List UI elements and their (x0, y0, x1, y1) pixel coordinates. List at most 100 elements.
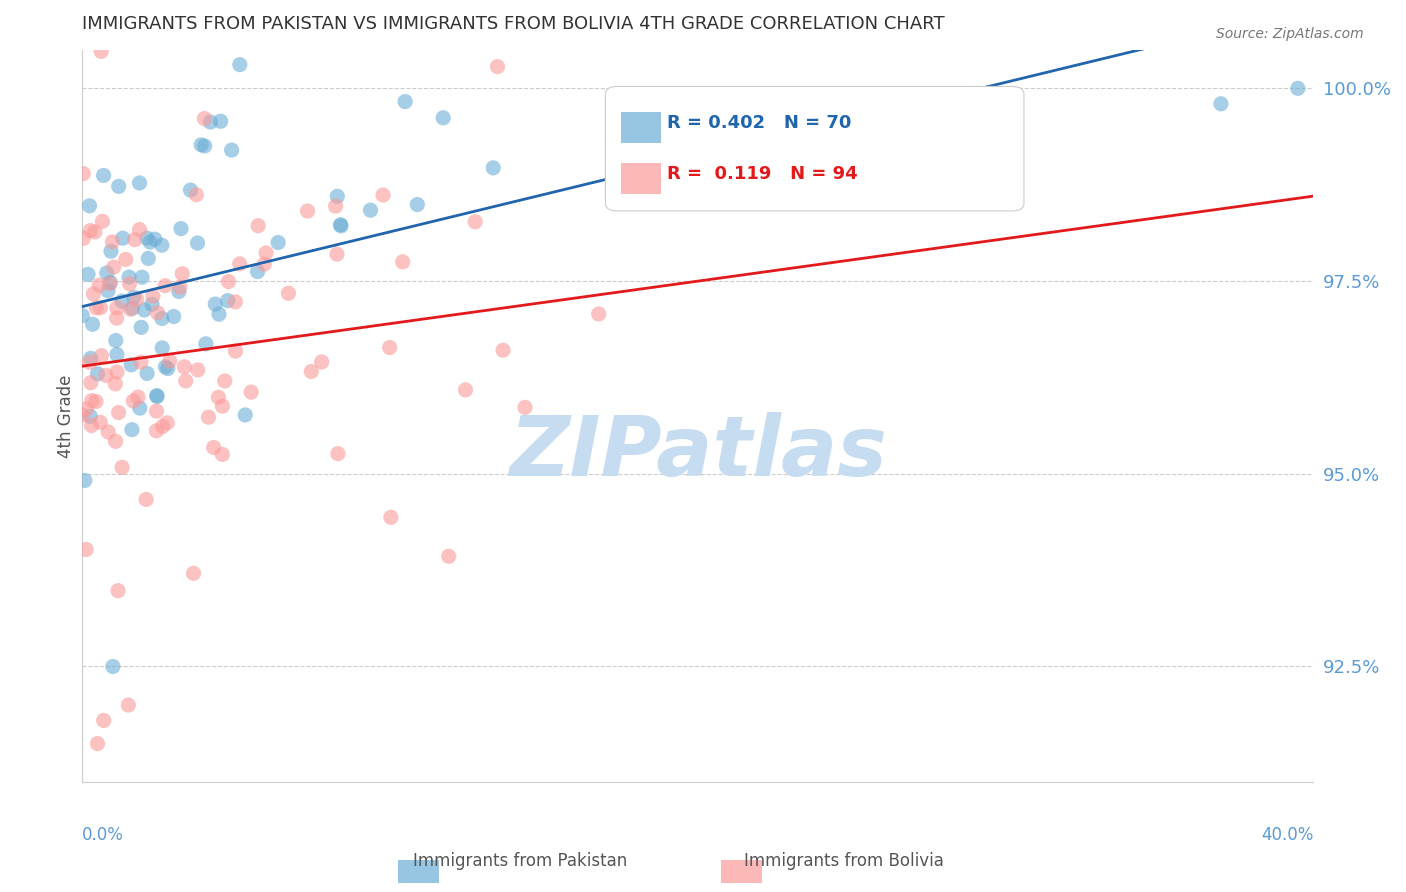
Point (122, 394, 145, 409)
Point (79, 224, 101, 238)
Point (105, 347, 128, 361)
Point (118, 270, 141, 285)
Point (90, 349, 112, 363)
Point (77, 268, 100, 282)
Point (128, 401, 150, 416)
Point (211, 447, 233, 461)
Point (136, 252, 159, 266)
Point (170, 221, 193, 235)
Point (100, 244, 122, 259)
Point (84, 225, 107, 239)
Point (454, 383, 477, 397)
Point (80, 376, 103, 390)
Point (325, 199, 347, 213)
Point (224, 344, 246, 359)
Point (98, 276, 121, 290)
Point (240, 385, 263, 400)
Point (330, 219, 353, 233)
Point (72, 231, 94, 245)
Point (277, 286, 299, 301)
Point (482, 161, 505, 175)
Point (97, 425, 120, 439)
Point (217, 293, 239, 308)
Point (73, 474, 96, 488)
Point (208, 307, 231, 321)
Point (128, 222, 150, 236)
Point (180, 183, 202, 197)
Point (139, 235, 162, 249)
Point (86, 301, 108, 315)
Point (153, 278, 176, 293)
Point (194, 336, 217, 351)
Point (229, 257, 252, 271)
Point (194, 139, 217, 153)
Point (299, 365, 322, 379)
Point (101, 659, 124, 673)
Point (80, 418, 103, 433)
Point (1209, 96, 1232, 111)
Point (378, 341, 401, 355)
Point (156, 416, 179, 430)
FancyBboxPatch shape (621, 112, 661, 143)
Point (207, 390, 229, 404)
Point (101, 235, 124, 249)
Point (105, 301, 128, 315)
Point (150, 311, 173, 326)
Point (134, 302, 156, 317)
Text: Immigrants from Bolivia: Immigrants from Bolivia (744, 852, 943, 870)
Point (224, 294, 246, 309)
Point (513, 401, 536, 415)
Point (97, 284, 120, 298)
Point (406, 197, 429, 211)
Point (105, 365, 128, 379)
Point (79, 355, 101, 369)
Point (107, 406, 129, 420)
Point (492, 343, 515, 358)
Point (167, 285, 190, 299)
Point (218, 275, 240, 289)
Point (146, 306, 169, 320)
Point (111, 460, 134, 475)
Point (104, 376, 127, 391)
Point (371, 188, 394, 202)
Point (202, 441, 225, 455)
Point (211, 399, 233, 413)
FancyBboxPatch shape (606, 87, 1024, 211)
Point (464, 215, 486, 229)
Text: Immigrants from Pakistan: Immigrants from Pakistan (413, 852, 627, 870)
Point (200, 115, 222, 129)
Point (129, 355, 152, 369)
Point (297, 204, 319, 219)
Point (96, 266, 118, 280)
Point (122, 290, 145, 304)
Point (87, 278, 110, 293)
Point (145, 404, 167, 418)
Point (107, 583, 129, 598)
Point (156, 361, 179, 376)
Point (254, 246, 277, 260)
Point (72, 309, 94, 323)
Point (79, 351, 101, 366)
Text: 0.0%: 0.0% (82, 826, 124, 844)
Point (326, 447, 349, 461)
Point (111, 294, 134, 309)
Point (131, 270, 153, 285)
Point (221, 143, 243, 157)
Point (150, 238, 173, 252)
Point (150, 341, 173, 355)
Point (326, 247, 349, 261)
Point (186, 235, 208, 250)
Text: Source: ZipAtlas.com: Source: ZipAtlas.com (1216, 27, 1364, 41)
Point (114, 252, 136, 267)
Point (93, 714, 115, 728)
Point (159, 354, 181, 368)
Point (190, 137, 212, 152)
Point (214, 374, 236, 388)
Point (89, 415, 111, 429)
Y-axis label: 4th Grade: 4th Grade (58, 375, 75, 458)
Point (247, 219, 270, 233)
Point (83, 286, 105, 301)
Point (326, 189, 349, 203)
Point (380, 510, 402, 524)
Text: R =  0.119   N = 94: R = 0.119 N = 94 (666, 165, 858, 184)
